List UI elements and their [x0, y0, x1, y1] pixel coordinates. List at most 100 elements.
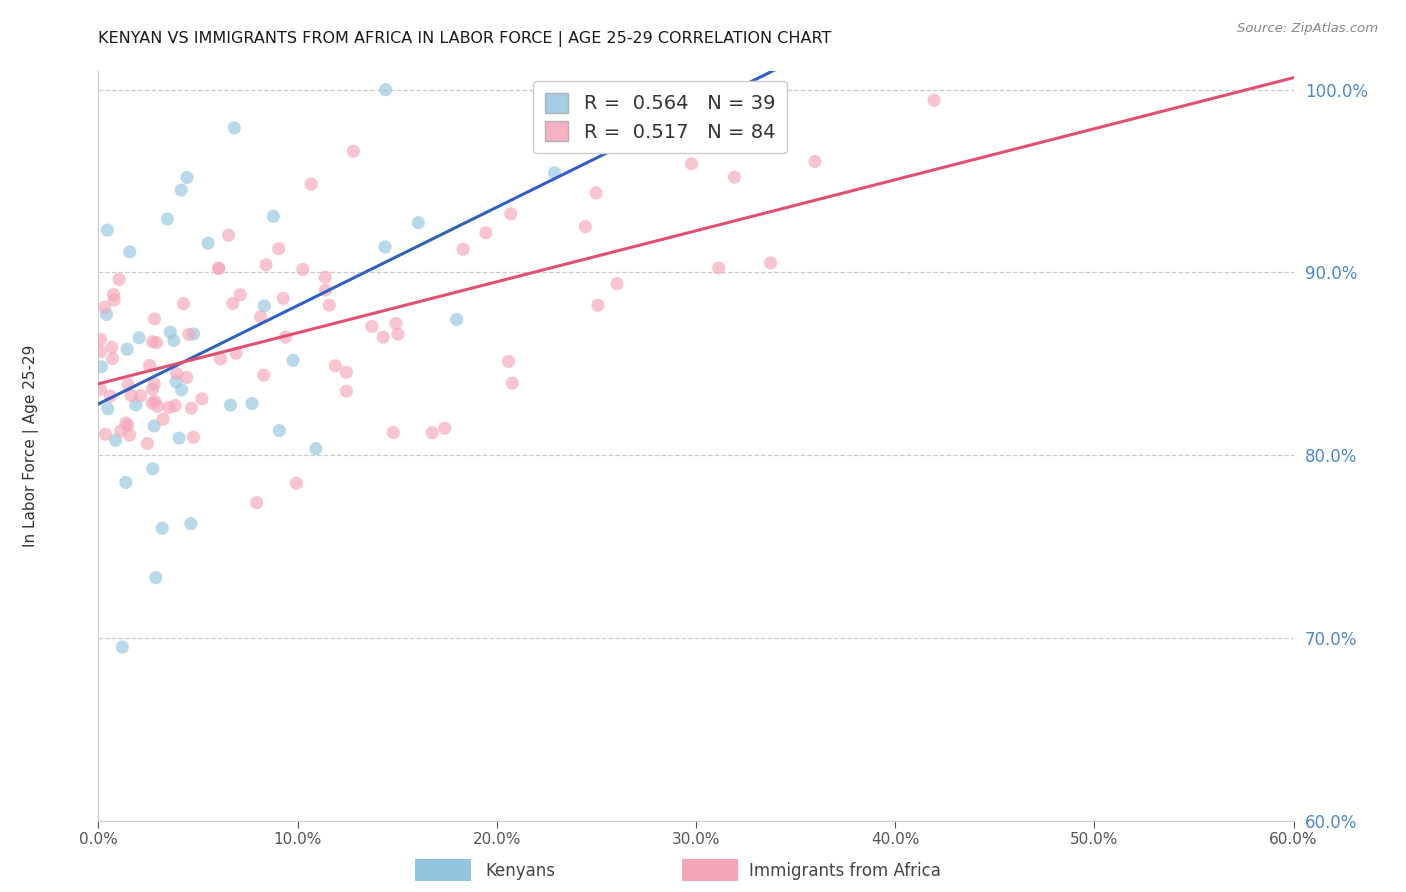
Text: Immigrants from Africa: Immigrants from Africa [749, 862, 941, 880]
Kenyans [240, 396, 263, 410]
Immigrants from Africa [117, 418, 139, 433]
Immigrants from Africa [373, 330, 395, 344]
Immigrants from Africa [267, 242, 290, 256]
Immigrants from Africa [723, 170, 745, 185]
Legend: R =  0.564   N = 39, R =  0.517   N = 84: R = 0.564 N = 39, R = 0.517 N = 84 [533, 81, 787, 153]
Immigrants from Africa [89, 382, 111, 396]
Immigrants from Africa [94, 427, 117, 442]
Immigrants from Africa [129, 389, 152, 403]
Kenyans [408, 216, 430, 230]
Kenyans [269, 424, 291, 438]
Immigrants from Africa [382, 425, 405, 440]
Immigrants from Africa [433, 421, 456, 435]
Kenyans [446, 312, 468, 326]
Immigrants from Africa [209, 351, 232, 366]
Immigrants from Africa [574, 219, 596, 234]
Kenyans [374, 82, 396, 96]
Kenyans [165, 375, 187, 389]
Kenyans [145, 571, 167, 585]
Immigrants from Africa [89, 333, 111, 347]
Kenyans [180, 516, 202, 531]
Immigrants from Africa [323, 359, 346, 373]
Kenyans [281, 353, 304, 368]
Kenyans [118, 244, 141, 259]
Immigrants from Africa [218, 228, 240, 243]
Immigrants from Africa [177, 327, 200, 342]
Immigrants from Africa [222, 296, 245, 310]
Text: Source: ZipAtlas.com: Source: ZipAtlas.com [1237, 22, 1378, 36]
Immigrants from Africa [253, 368, 276, 383]
Immigrants from Africa [299, 177, 322, 191]
Immigrants from Africa [145, 335, 167, 350]
Immigrants from Africa [499, 207, 522, 221]
Immigrants from Africa [208, 261, 231, 276]
Kenyans [114, 475, 136, 490]
Immigrants from Africa [501, 376, 523, 391]
Immigrants from Africa [141, 383, 163, 397]
Kenyans [543, 166, 565, 180]
Immigrants from Africa [342, 145, 364, 159]
Kenyans [96, 308, 118, 322]
Immigrants from Africa [335, 365, 357, 379]
Kenyans [96, 223, 118, 237]
Immigrants from Africa [138, 359, 160, 373]
Immigrants from Africa [89, 344, 111, 359]
Immigrants from Africa [274, 330, 297, 344]
Immigrants from Africa [183, 430, 205, 444]
Immigrants from Africa [143, 312, 166, 326]
Immigrants from Africa [101, 340, 124, 354]
Kenyans [170, 383, 193, 397]
Kenyans [104, 434, 127, 448]
Immigrants from Africa [108, 272, 131, 286]
Immigrants from Africa [103, 287, 125, 301]
Kenyans [90, 359, 112, 374]
Immigrants from Africa [360, 319, 382, 334]
Immigrants from Africa [451, 242, 474, 256]
Immigrants from Africa [143, 394, 166, 409]
Kenyans [374, 240, 396, 254]
Kenyans [305, 442, 328, 456]
Immigrants from Africa [249, 310, 271, 324]
Immigrants from Africa [100, 389, 122, 403]
Immigrants from Africa [804, 154, 827, 169]
Immigrants from Africa [229, 287, 252, 301]
Kenyans [183, 326, 205, 341]
Immigrants from Africa [176, 370, 198, 384]
Immigrants from Africa [285, 476, 308, 491]
Immigrants from Africa [387, 327, 409, 342]
Immigrants from Africa [208, 261, 231, 276]
Immigrants from Africa [246, 496, 269, 510]
Kenyans [97, 401, 120, 416]
Immigrants from Africa [681, 157, 703, 171]
Immigrants from Africa [314, 283, 336, 297]
Kenyans [170, 183, 193, 197]
Text: Kenyans: Kenyans [485, 862, 555, 880]
Immigrants from Africa [254, 258, 277, 272]
Immigrants from Africa [146, 399, 169, 413]
Immigrants from Africa [173, 296, 195, 310]
Kenyans [150, 521, 173, 535]
Immigrants from Africa [922, 93, 945, 107]
Immigrants from Africa [101, 351, 124, 366]
Immigrants from Africa [103, 293, 125, 307]
Immigrants from Africa [586, 298, 609, 312]
Immigrants from Africa [120, 388, 142, 402]
Immigrants from Africa [141, 334, 163, 349]
Immigrants from Africa [110, 424, 132, 438]
Text: In Labor Force | Age 25-29: In Labor Force | Age 25-29 [22, 345, 39, 547]
Immigrants from Africa [117, 377, 139, 392]
Immigrants from Africa [166, 367, 188, 381]
Kenyans [143, 419, 166, 434]
Immigrants from Africa [498, 354, 520, 368]
Immigrants from Africa [271, 291, 294, 305]
Immigrants from Africa [759, 256, 782, 270]
Immigrants from Africa [118, 428, 141, 442]
Immigrants from Africa [143, 376, 166, 391]
Kenyans [111, 640, 134, 654]
Kenyans [167, 431, 190, 445]
Immigrants from Africa [707, 260, 730, 275]
Immigrants from Africa [335, 384, 357, 399]
Immigrants from Africa [385, 317, 408, 331]
Kenyans [115, 343, 138, 357]
Kenyans [156, 211, 179, 226]
